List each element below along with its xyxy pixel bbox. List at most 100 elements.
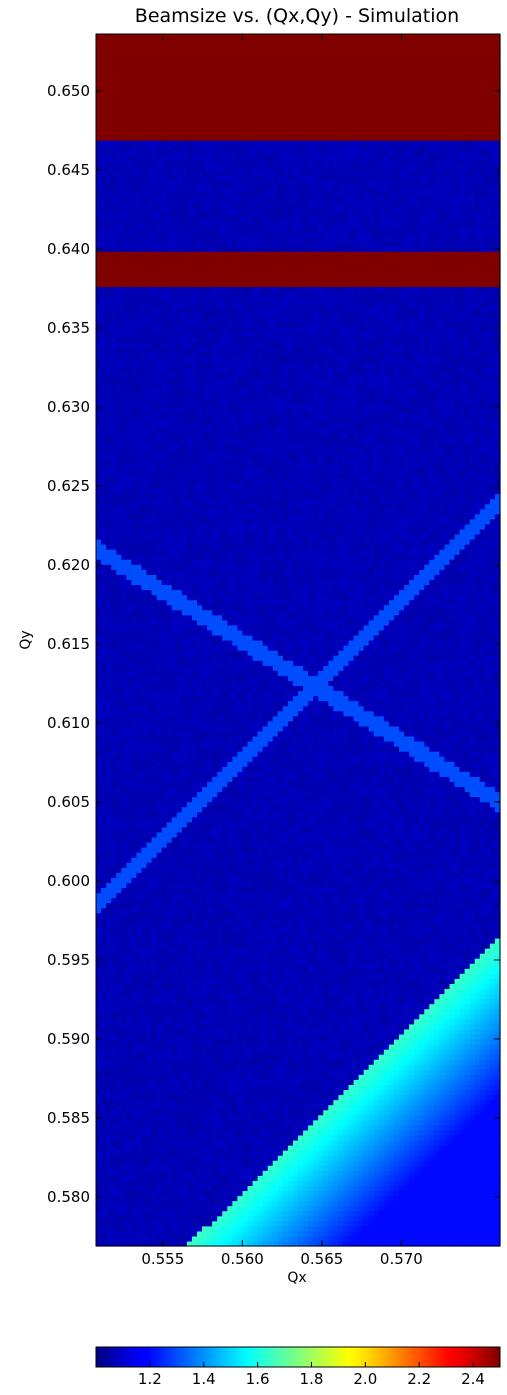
heatmap-cell <box>141 372 148 378</box>
heatmap-cell <box>126 609 132 616</box>
heatmap-cell <box>136 478 143 485</box>
heatmap-cell <box>181 483 188 490</box>
heatmap-cell <box>101 1180 107 1186</box>
heatmap-cell <box>136 948 143 954</box>
heatmap-cell <box>131 937 137 944</box>
heatmap-cell <box>161 569 168 575</box>
heatmap-cell <box>166 251 173 257</box>
heatmap-cell <box>111 715 117 722</box>
heatmap-cell <box>136 629 143 636</box>
heatmap-cell <box>161 902 168 909</box>
heatmap-cell <box>111 786 117 793</box>
heatmap-cell <box>116 958 122 964</box>
heatmap-cell <box>101 892 107 899</box>
heatmap-cell <box>151 973 158 979</box>
heatmap-cell <box>166 114 173 121</box>
heatmap-cell <box>116 710 122 717</box>
heatmap-cell <box>171 559 178 565</box>
heatmap-cell <box>186 761 193 767</box>
heatmap-cell <box>141 1079 148 1085</box>
heatmap-cell <box>126 619 132 626</box>
heatmap-cell <box>111 190 117 197</box>
heatmap-cell <box>96 902 102 909</box>
heatmap-cell <box>156 781 163 788</box>
heatmap-cell <box>106 448 112 454</box>
heatmap-cell <box>186 79 193 86</box>
heatmap-cell <box>121 761 127 767</box>
heatmap-cell <box>121 1038 127 1045</box>
heatmap-cell <box>136 69 143 75</box>
heatmap-cell <box>197 599 203 606</box>
heatmap-cell <box>136 1215 143 1222</box>
heatmap-cell <box>171 1038 178 1045</box>
heatmap-cell <box>181 1145 188 1151</box>
heatmap-cell <box>146 508 153 515</box>
heatmap-cell <box>186 1114 193 1121</box>
heatmap-cell <box>156 816 163 823</box>
heatmap-cell <box>197 710 203 717</box>
heatmap-cell <box>116 917 122 924</box>
heatmap-cell <box>171 69 178 75</box>
heatmap-cell <box>176 392 183 399</box>
heatmap-cell <box>131 1180 137 1186</box>
heatmap-cell <box>151 124 158 131</box>
heatmap-cell <box>191 241 198 247</box>
heatmap-cell <box>166 513 173 520</box>
heatmap-cell <box>111 367 117 373</box>
heatmap-cell <box>191 124 198 131</box>
heatmap-cell <box>111 867 117 873</box>
heatmap-cell <box>151 549 158 555</box>
heatmap-cell <box>121 927 127 934</box>
heatmap-cell <box>176 735 183 742</box>
heatmap-cell <box>111 321 117 328</box>
heatmap-cell <box>121 64 127 70</box>
heatmap-cell <box>191 680 198 687</box>
heatmap-cell <box>96 1079 102 1085</box>
heatmap-cell <box>151 1003 158 1010</box>
heatmap-cell <box>156 241 163 247</box>
heatmap-cell <box>131 907 137 914</box>
heatmap-cell <box>121 331 127 338</box>
heatmap-cell <box>197 1018 203 1025</box>
heatmap-cell <box>126 503 132 510</box>
heatmap-cell <box>136 932 143 939</box>
heatmap-cell <box>146 554 153 560</box>
heatmap-cell <box>111 887 117 894</box>
heatmap-cell <box>96 34 102 40</box>
heatmap-cell <box>136 852 143 858</box>
heatmap-cell <box>101 867 107 873</box>
heatmap-cell <box>197 412 203 419</box>
heatmap-cell <box>156 382 163 389</box>
heatmap-cell <box>126 311 132 318</box>
heatmap-cell <box>171 1033 178 1040</box>
heatmap-cell <box>101 897 107 904</box>
heatmap-cell <box>191 316 198 323</box>
heatmap-cell <box>126 236 132 242</box>
heatmap-cell <box>197 619 203 626</box>
heatmap-cell <box>171 645 178 651</box>
heatmap-cell <box>111 286 117 293</box>
heatmap-cell <box>101 609 107 616</box>
heatmap-cell <box>141 1160 148 1166</box>
heatmap-cell <box>141 190 148 197</box>
heatmap-cell <box>131 513 137 520</box>
heatmap-cell <box>141 230 148 237</box>
heatmap-cell <box>141 629 148 636</box>
heatmap-cell <box>156 1175 163 1181</box>
heatmap-cell <box>181 438 188 444</box>
heatmap-cell <box>111 1124 117 1131</box>
heatmap-cell <box>176 342 183 348</box>
heatmap-cell <box>176 135 183 141</box>
heatmap-cell <box>156 1139 163 1146</box>
heatmap-cell <box>116 251 122 257</box>
heatmap-cell <box>166 412 173 419</box>
heatmap-cell <box>166 1028 173 1035</box>
heatmap-cell <box>146 382 153 389</box>
heatmap-cell <box>181 478 188 485</box>
heatmap-cell <box>126 564 132 570</box>
heatmap-cell <box>126 160 132 166</box>
heatmap-cell <box>126 796 132 803</box>
heatmap-cell <box>101 74 107 81</box>
heatmap-cell <box>191 362 198 368</box>
heatmap-cell <box>171 382 178 389</box>
